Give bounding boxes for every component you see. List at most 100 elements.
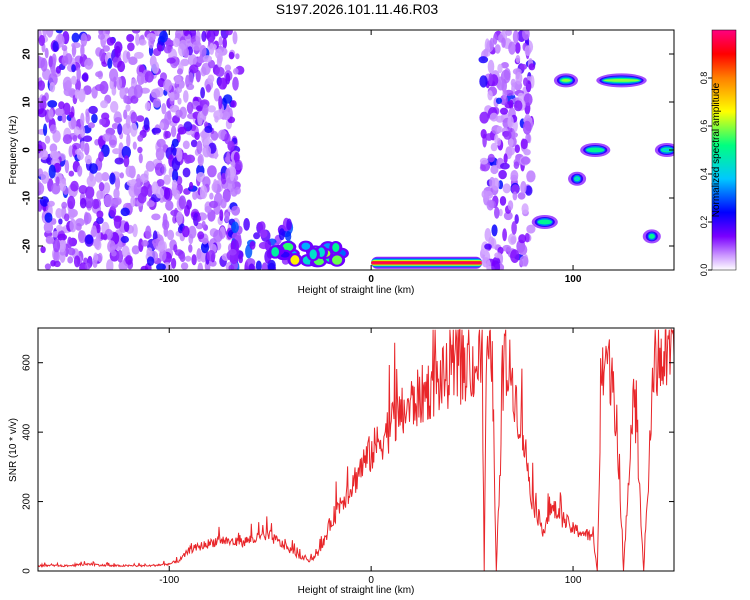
heatmap-noise-cell [233,151,240,164]
heatmap-noise-cell [140,173,149,183]
heatmap-noise-cell [157,240,166,252]
heatmap-noise-cell [92,259,98,268]
heatmap-noise-cell [79,262,88,270]
heatmap-noise-cell [51,182,61,195]
heatmap-noise-cell [151,61,160,74]
heatmap-noise-cell [38,80,45,91]
heatmap-noise-cell [126,51,131,60]
heatmap-noise-cell [183,90,189,103]
colorbar-tick-label: 0.6 [699,120,709,133]
heatmap-noise-cell [78,88,86,103]
heatmap-noise-cell [523,77,528,87]
heatmap-noise-cell [145,160,155,172]
heatmap-noise-cell [520,181,527,194]
heatmap-noise-cell [71,32,80,43]
heatmap-noise-cell [63,213,70,222]
heatmap-noise-cell [53,249,60,263]
heatmap-noise-cell [44,47,49,59]
snr-ylabel: SNR (10 * v/v) [8,418,19,482]
heatmap-noise-cell [94,84,105,92]
heatmap-noise-cell [171,138,179,148]
heatmap-noise-cell [219,209,224,222]
heatmap-noise-cell [52,238,61,253]
heatmap-noise-cell [491,224,498,237]
heatmap-noise-cell [71,44,76,58]
heatmap-noise-cell [478,56,489,64]
heatmap-noise-cell [96,190,104,200]
x-tick-label: -100 [159,575,179,586]
heatmap-noise-cell [49,82,56,93]
heatmap-noise-cell [189,181,194,190]
heatmap-noise-cell [164,187,171,200]
heatmap-noise-cell [84,262,91,270]
heatmap-noise-cell [183,155,192,164]
heatmap-noise-cell [123,155,130,168]
snr-xlabel: Height of straight line (km) [298,585,415,596]
heatmap-noise-cell [50,218,57,225]
heatmap-noise-cell [513,161,520,169]
heatmap-noise-cell [204,205,212,213]
heatmap-noise-cell [45,235,54,244]
heatmap-noise-cell [183,47,190,59]
heatmap-noise-cell [199,45,207,59]
heatmap-noise-cell [177,126,187,135]
heatmap-noise-cell [511,184,520,195]
heatmap-noise-cell [164,111,172,126]
y-tick-label: 10 [22,96,33,108]
heatmap-noise-cell [133,84,143,98]
heatmap-noise-cell [70,180,79,192]
heatmap-noise-cell [51,53,57,65]
heatmap-noise-cell [523,93,533,106]
heatmap-noise-cell [200,241,210,254]
heatmap-noise-cell [511,221,517,235]
heatmap-noise-cell [117,123,123,135]
heatmap-noise-cell [136,115,145,122]
heatmap-noise-cell [285,231,292,242]
heatmap-noise-cell [512,30,519,44]
heatmap-noise-cell [62,102,71,116]
heatmap-noise-cell [497,63,503,74]
heatmap-noise-cell [68,208,76,220]
heatmap-noise-cell [212,178,218,193]
heatmap-noise-cell [519,63,528,70]
heatmap-noise-cell [127,42,135,52]
heatmap-noise-cell [495,97,503,105]
heatmap-noise-cell [58,239,66,253]
heatmap-noise-cell [125,165,134,178]
heatmap-noise-cell [243,218,250,231]
heatmap-noise-cell [120,207,130,217]
heatmap-noise-cell [144,101,151,111]
heatmap-noise-cell [507,115,514,129]
heatmap-noise-cell [258,221,266,232]
heatmap-noise-cell [518,244,528,256]
heatmap-noise-cell [172,168,179,183]
heatmap-noise-cell [117,60,126,73]
heatmap-noise-cell [526,175,535,183]
heatmap-noise-cell [173,244,178,253]
heatmap-noise-cell [526,224,536,234]
heatmap-noise-cell [49,124,57,134]
heatmap-noise-cell [112,148,121,155]
heatmap-noise-cell [42,30,48,38]
heatmap-noise-cell [113,188,120,200]
heatmap-noise-cell [152,98,161,108]
heatmap-noise-cell [177,97,182,105]
heatmap-noise-cell [196,140,203,155]
heatmap-noise-cell [159,30,169,43]
heatmap-noise-cell [173,189,181,200]
heatmap-noise-cell [79,125,86,138]
heatmap-noise-cell [69,218,77,233]
heatmap-noise-cell [99,118,107,125]
heatmap-noise-cell [179,39,188,51]
heatmap-noise-cell [61,113,67,124]
heatmap-noise-cell [156,179,165,187]
heatmap-spot [603,79,640,82]
heatmap-noise-cell [214,66,225,78]
heatmap-noise-cell [496,76,505,91]
heatmap-noise-cell [116,249,124,263]
heatmap-noise-cell [84,58,94,70]
heatmap-noise-cell [156,263,166,270]
heatmap-noise-cell [518,234,527,244]
heatmap-noise-cell [248,263,255,270]
heatmap-noise-cell [73,126,81,136]
